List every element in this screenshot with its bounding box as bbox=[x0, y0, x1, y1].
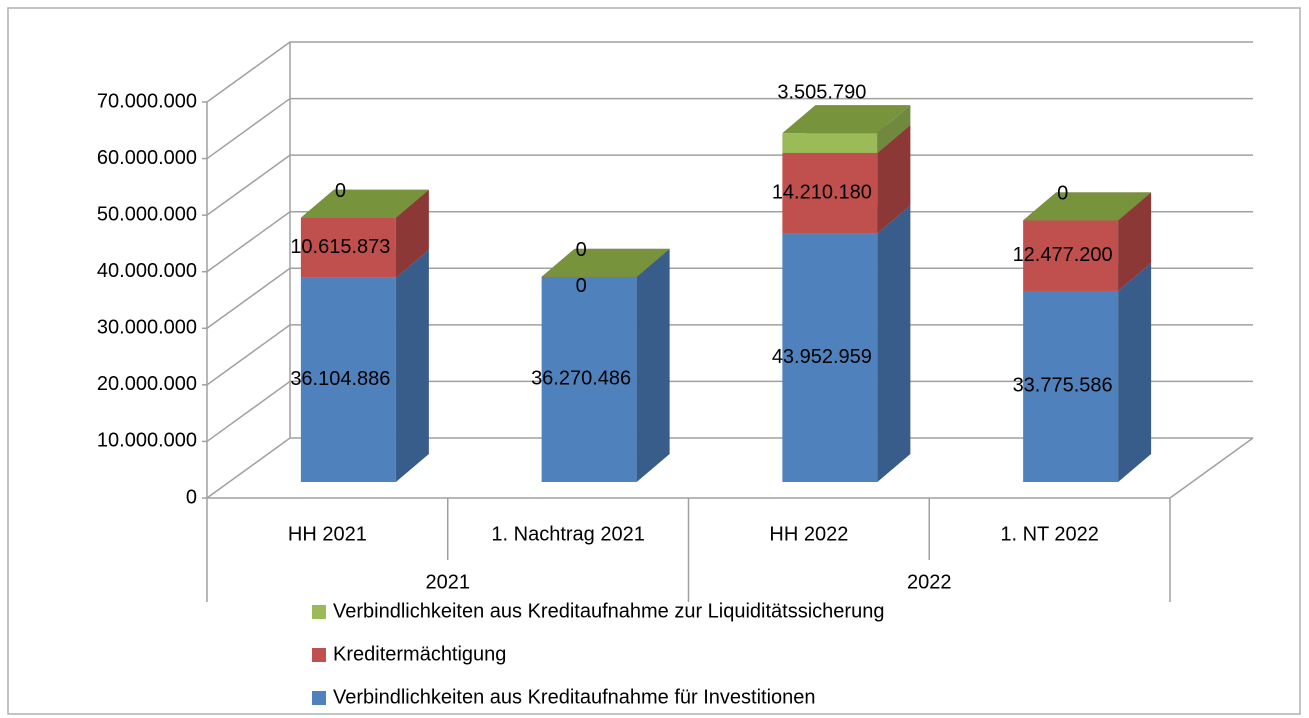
y-tick-label: 30.000.000 bbox=[97, 317, 197, 339]
bar-top bbox=[782, 105, 911, 134]
y-tick-label: 60.000.000 bbox=[97, 147, 197, 169]
bar-front bbox=[782, 152, 878, 234]
data-label: 0 bbox=[335, 180, 346, 202]
grid-line bbox=[206, 210, 1253, 273]
grid-line bbox=[206, 437, 1253, 499]
grid-line bbox=[206, 324, 1253, 386]
bar-front bbox=[300, 217, 396, 278]
bar-front bbox=[782, 233, 878, 482]
bar-front bbox=[1023, 290, 1119, 482]
data-label: 43.952.959 bbox=[772, 346, 872, 368]
group-label: 2021 bbox=[426, 571, 471, 593]
x-tick-label: 1. Nachtrag 2021 bbox=[491, 523, 644, 545]
data-label: 36.270.486 bbox=[531, 368, 631, 390]
data-label: 0 bbox=[576, 275, 587, 297]
y-tick-label: 20.000.000 bbox=[97, 373, 197, 395]
data-label: 33.775.586 bbox=[1013, 375, 1113, 397]
legend-label: Kreditermächtigung bbox=[333, 643, 506, 665]
legend-label: Verbindlichkeiten aus Kreditaufnahme für… bbox=[333, 686, 816, 708]
bar-top bbox=[541, 248, 670, 277]
y-tick-label: 0 bbox=[186, 486, 197, 508]
bar-front bbox=[1023, 220, 1119, 291]
bar-side bbox=[877, 205, 911, 482]
bar-top bbox=[1023, 192, 1152, 221]
bar-side bbox=[395, 249, 429, 482]
data-label: 0 bbox=[576, 239, 587, 261]
y-tick-label: 10.000.000 bbox=[97, 430, 197, 452]
bar-side bbox=[395, 189, 429, 278]
data-label: 14.210.180 bbox=[772, 181, 872, 203]
legend-swatch bbox=[312, 648, 326, 662]
bar-side bbox=[636, 248, 670, 482]
data-label: 0 bbox=[1057, 183, 1068, 205]
data-label: 12.477.200 bbox=[1013, 244, 1113, 266]
y-tick-label: 70.000.000 bbox=[97, 90, 197, 112]
legend-label: Verbindlichkeiten aus Kreditaufnahme zur… bbox=[333, 600, 884, 622]
bar-side bbox=[877, 124, 911, 234]
grid-line bbox=[206, 267, 1253, 329]
grid-line bbox=[206, 97, 1253, 160]
bar-front bbox=[300, 277, 396, 482]
legend-swatch bbox=[312, 691, 326, 705]
y-tick-label: 40.000.000 bbox=[97, 260, 197, 282]
bar-front bbox=[782, 133, 878, 153]
y-tick-label: 50.000.000 bbox=[97, 203, 197, 225]
grid-line bbox=[206, 380, 1253, 443]
x-tick-label: HH 2021 bbox=[288, 523, 367, 545]
x-tick-label: HH 2022 bbox=[769, 523, 848, 545]
data-label: 3.505.790 bbox=[777, 81, 866, 103]
legend-swatch bbox=[312, 605, 326, 619]
bar-front bbox=[541, 276, 637, 482]
bar-side bbox=[877, 105, 911, 153]
bar-side bbox=[1118, 192, 1152, 291]
bar-side bbox=[1118, 262, 1152, 482]
grid-line bbox=[206, 154, 1253, 216]
grid-line bbox=[206, 41, 1253, 103]
group-label: 2022 bbox=[907, 571, 952, 593]
data-label: 36.104.886 bbox=[290, 368, 390, 390]
x-tick-label: 1. NT 2022 bbox=[1000, 523, 1099, 545]
data-label: 10.615.873 bbox=[290, 236, 390, 258]
bar-top bbox=[300, 189, 429, 218]
